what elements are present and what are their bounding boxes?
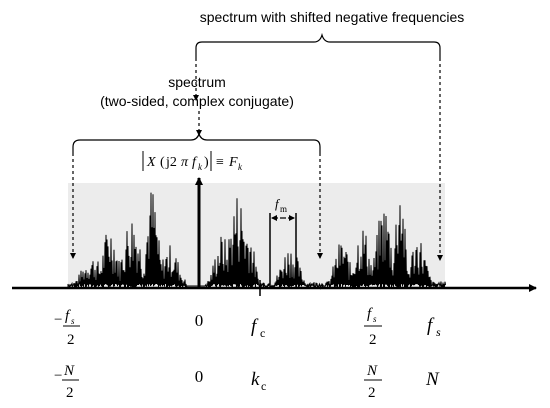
svg-text:−: −: [54, 312, 62, 328]
svg-text:N: N: [63, 363, 75, 379]
label-half-N: N 2: [364, 363, 382, 401]
svg-text:s: s: [436, 325, 441, 339]
label-fs: f s: [427, 315, 441, 339]
label-half-fs: f s 2: [364, 306, 382, 348]
svg-text:−: −: [54, 368, 62, 384]
svg-text:f: f: [367, 306, 373, 322]
svg-text:k: k: [251, 369, 260, 390]
mid-brace: [72, 132, 321, 153]
label-N: N: [425, 369, 440, 390]
svg-text:2: 2: [368, 385, 376, 401]
svg-text:c: c: [260, 326, 265, 340]
svg-text:f: f: [192, 155, 198, 170]
label-zero-index: 0: [195, 367, 204, 386]
svg-text:c: c: [261, 379, 266, 393]
svg-text:m: m: [280, 204, 287, 214]
fm-label: f m: [275, 196, 287, 214]
svg-text:j2: j2: [165, 155, 177, 170]
spectrum-trace: [67, 192, 446, 290]
svg-text:): ): [204, 155, 209, 170]
label-zero-freq: 0: [195, 311, 204, 330]
mid-caption-line1: spectrum: [168, 74, 226, 90]
svg-text:f: f: [65, 308, 71, 324]
svg-text:(: (: [160, 155, 165, 170]
svg-text:k: k: [238, 162, 243, 172]
svg-text:s: s: [71, 316, 75, 326]
svg-text:f: f: [251, 316, 259, 337]
svg-text:N: N: [366, 363, 378, 379]
svg-text:f: f: [427, 315, 435, 336]
svg-text:f: f: [275, 196, 281, 211]
magnitude-formula: X ( j2 π f k ) ≡ F k: [142, 151, 243, 172]
svg-text:X: X: [146, 155, 156, 170]
svg-text:2: 2: [369, 332, 377, 348]
label-fc: f c: [251, 316, 265, 340]
svg-text:2: 2: [67, 332, 75, 348]
svg-text:≡: ≡: [216, 155, 224, 170]
svg-text:s: s: [373, 314, 377, 324]
svg-text:2: 2: [66, 385, 74, 401]
svg-text:π: π: [181, 155, 189, 170]
svg-text:F: F: [228, 155, 238, 170]
label-kc: k c: [251, 369, 266, 393]
mid-caption-line2: (two-sided, complex conjugate): [100, 93, 294, 109]
top-brace: [195, 32, 441, 58]
label-neg-fs-half: − f s 2: [54, 308, 80, 348]
svg-text:k: k: [198, 162, 203, 172]
top-caption: spectrum with shifted negative frequenci…: [200, 9, 465, 25]
label-neg-N-half: − N 2: [54, 363, 79, 401]
